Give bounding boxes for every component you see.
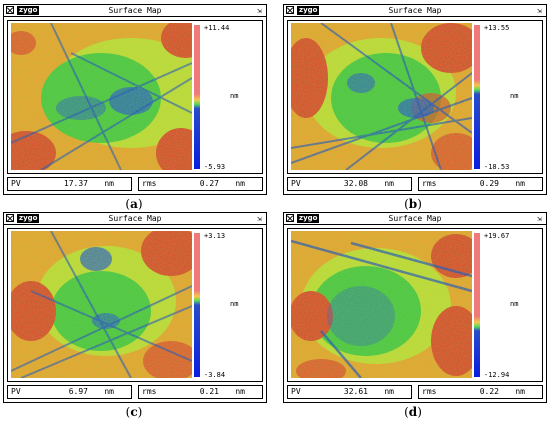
pv-label: PV (11, 387, 21, 396)
zygo-logo: zygo (17, 214, 40, 223)
rms-readout: rms 0.22 nm (418, 385, 543, 399)
caption-a: (a) (125, 197, 143, 211)
resize-icon[interactable]: ⇲ (257, 214, 262, 223)
rms-value: 0.21 (199, 387, 219, 396)
scale-unit-label: nm (230, 92, 239, 100)
window-titlebar: zygo Surface Map ⇲ (4, 213, 266, 225)
pv-value: 32.61 (343, 387, 368, 396)
scale-max-label: +13.55 (484, 24, 510, 32)
scale-max-label: +19.67 (484, 232, 510, 240)
pv-unit: nm (104, 387, 114, 396)
close-box-icon[interactable] (286, 214, 294, 222)
resize-icon[interactable]: ⇲ (257, 6, 262, 15)
pv-value: 32.08 (343, 179, 368, 188)
scale-min-label: -5.93 (204, 163, 226, 171)
rms-readout: rms 0.27 nm (138, 177, 263, 191)
zygo-logo: zygo (17, 6, 40, 15)
scale-min-label: -18.53 (484, 163, 510, 171)
pv-value: 17.37 (63, 179, 88, 188)
resize-icon[interactable]: ⇲ (537, 6, 542, 15)
surface-map-image (11, 23, 192, 170)
pv-unit: nm (384, 179, 394, 188)
pv-unit: nm (384, 387, 394, 396)
window-title: Surface Map (388, 214, 442, 223)
zygo-logo: zygo (297, 214, 320, 223)
close-box-icon[interactable] (6, 214, 14, 222)
pv-readout: PV 17.37 nm (7, 177, 132, 191)
pv-unit: nm (104, 179, 114, 188)
caption-b: (b) (404, 197, 422, 211)
surface-map-image (11, 231, 192, 378)
plot-frame (7, 20, 263, 174)
scale-min-label: -12.94 (484, 371, 510, 379)
surface-map-image (291, 231, 472, 378)
surface-map-window-a: zygo Surface Map ⇲ +11.44 nm -5.93 (3, 4, 267, 195)
color-scale-bar (194, 25, 200, 169)
rms-label: rms (422, 179, 437, 188)
close-box-icon[interactable] (286, 6, 294, 14)
rms-label: rms (422, 387, 437, 396)
pv-label: PV (291, 179, 301, 188)
surface-map-window-b: zygo Surface Map ⇲ +13.55 nm -18.5 (283, 4, 547, 195)
color-scale-bar (194, 233, 200, 377)
resize-icon[interactable]: ⇲ (537, 214, 542, 223)
window-titlebar: zygo Surface Map ⇲ (4, 5, 266, 17)
scale-unit-label: nm (230, 300, 239, 308)
scale-max-label: +11.44 (204, 24, 230, 32)
pv-label: PV (11, 179, 21, 188)
rms-unit: nm (235, 387, 245, 396)
plot-frame (7, 228, 263, 382)
surface-map-window-c: zygo Surface Map ⇲ +3.13 nm -3.84 PV (3, 212, 267, 403)
rms-label: rms (142, 179, 157, 188)
color-scale-bar (474, 25, 480, 169)
pv-readout: PV 32.08 nm (287, 177, 412, 191)
pv-value: 6.97 (68, 387, 88, 396)
plot-frame (287, 228, 543, 382)
plot-frame (287, 20, 543, 174)
surface-map-image (291, 23, 472, 170)
rms-unit: nm (515, 179, 525, 188)
pv-readout: PV 6.97 nm (7, 385, 132, 399)
pv-readout: PV 32.61 nm (287, 385, 412, 399)
rms-unit: nm (515, 387, 525, 396)
rms-readout: rms 0.21 nm (138, 385, 263, 399)
pv-label: PV (291, 387, 301, 396)
rms-value: 0.29 (479, 179, 499, 188)
rms-readout: rms 0.29 nm (418, 177, 543, 191)
scale-unit-label: nm (510, 92, 519, 100)
close-box-icon[interactable] (6, 6, 14, 14)
surface-map-window-d: zygo Surface Map ⇲ +19.67 nm -12.94 PV 3… (283, 212, 547, 403)
caption-c: (c) (125, 405, 143, 419)
scale-max-label: +3.13 (204, 232, 226, 240)
window-title: Surface Map (108, 214, 162, 223)
scale-min-label: -3.84 (204, 371, 226, 379)
window-titlebar: zygo Surface Map ⇲ (284, 5, 546, 17)
scale-unit-label: nm (510, 300, 519, 308)
rms-label: rms (142, 387, 157, 396)
window-titlebar: zygo Surface Map ⇲ (284, 213, 546, 225)
rms-value: 0.22 (479, 387, 499, 396)
color-scale-bar (474, 233, 480, 377)
rms-unit: nm (235, 179, 245, 188)
zygo-logo: zygo (297, 6, 320, 15)
caption-d: (d) (404, 405, 422, 419)
window-title: Surface Map (108, 6, 162, 15)
window-title: Surface Map (388, 6, 442, 15)
rms-value: 0.27 (199, 179, 219, 188)
